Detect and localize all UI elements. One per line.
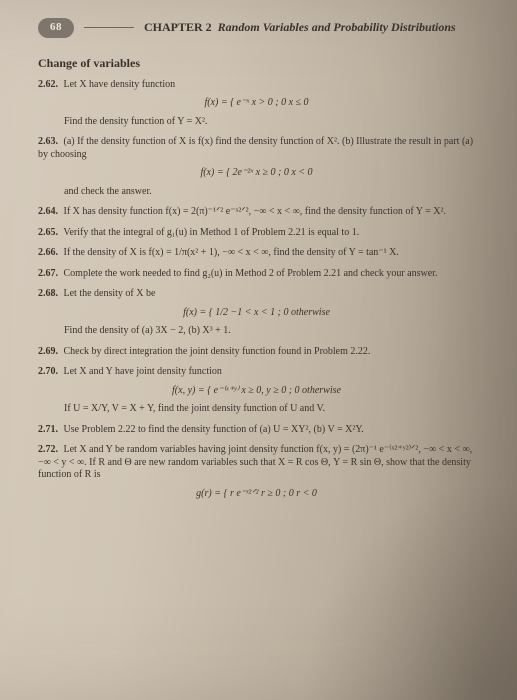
problem-tail: If U = X/Y, V = X + Y, find the joint de… [64, 403, 475, 416]
problem-number: 2.66. [38, 247, 58, 258]
equation: f(x, y) = { e⁻⁽ˣ⁺ʸ⁾ x ≥ 0, y ≥ 0 ; 0 oth… [38, 385, 475, 398]
problem-text: Use Problem 2.22 to find the density fun… [64, 424, 364, 435]
problem-text: If X has density function f(x) = 2(π)⁻¹ᐟ… [64, 206, 447, 217]
problem-number: 2.69. [38, 346, 58, 357]
equation: f(x) = { e⁻ˣ x > 0 ; 0 x ≤ 0 [38, 97, 475, 110]
chapter-title: CHAPTER 2 Random Variables and Probabili… [144, 20, 456, 35]
problem-text: Let X have density function [64, 79, 176, 90]
problem-number: 2.62. [38, 79, 58, 90]
equation: g(r) = { r e⁻ʳ²ᐟ² r ≥ 0 ; 0 r < 0 [38, 488, 475, 501]
problem-number: 2.71. [38, 424, 58, 435]
problem-2-71: 2.71. Use Problem 2.22 to find the densi… [38, 424, 475, 437]
problem-number: 2.70. [38, 366, 58, 377]
page-header: 68 CHAPTER 2 Random Variables and Probab… [38, 18, 475, 38]
problem-number: 2.65. [38, 227, 58, 238]
problem-number: 2.64. [38, 206, 58, 217]
problem-2-64: 2.64. If X has density function f(x) = 2… [38, 206, 475, 219]
problem-text: Verify that the integral of g₁(u) in Met… [63, 227, 359, 238]
problem-text: Let the density of X be [64, 288, 156, 299]
problem-text: (a) If the density function of X is f(x)… [38, 136, 473, 160]
section-heading: Change of variables [38, 56, 475, 71]
problem-text: Let X and Y have joint density function [64, 366, 222, 377]
problem-tail: and check the answer. [64, 186, 475, 199]
problem-number: 2.68. [38, 288, 58, 299]
problem-2-70: 2.70. Let X and Y have joint density fun… [38, 366, 475, 416]
page-number-badge: 68 [38, 18, 74, 38]
problem-text: Let X and Y be random variables having j… [38, 444, 472, 480]
header-rule [84, 27, 134, 28]
problem-2-62: 2.62. Let X have density function f(x) =… [38, 79, 475, 129]
problem-tail: Find the density function of Y = X². [64, 116, 475, 129]
problem-2-67: 2.67. Complete the work needed to find g… [38, 268, 475, 281]
problem-2-69: 2.69. Check by direct integration the jo… [38, 346, 475, 359]
problem-2-72: 2.72. Let X and Y be random variables ha… [38, 444, 475, 500]
chapter-name: Random Variables and Probability Distrib… [218, 20, 456, 34]
equation: f(x) = { 2e⁻²ˣ x ≥ 0 ; 0 x < 0 [38, 167, 475, 180]
problem-text: Check by direct integration the joint de… [64, 346, 371, 357]
problem-text: If the density of X is f(x) = 1/π(x² + 1… [64, 247, 399, 258]
problem-2-66: 2.66. If the density of X is f(x) = 1/π(… [38, 247, 475, 260]
textbook-page: 68 CHAPTER 2 Random Variables and Probab… [0, 0, 517, 700]
problem-2-68: 2.68. Let the density of X be f(x) = { 1… [38, 288, 475, 338]
problem-number: 2.72. [38, 444, 58, 455]
problem-text: Complete the work needed to find g₂(u) i… [64, 268, 438, 279]
problem-2-63: 2.63. (a) If the density function of X i… [38, 136, 475, 198]
chapter-label: CHAPTER 2 [144, 20, 212, 34]
equation: f(x) = { 1/2 −1 < x < 1 ; 0 otherwise [38, 307, 475, 320]
problem-tail: Find the density of (a) 3X − 2, (b) X³ +… [64, 325, 475, 338]
problem-number: 2.67. [38, 268, 58, 279]
problem-2-65: 2.65. Verify that the integral of g₁(u) … [38, 227, 475, 240]
problem-number: 2.63. [38, 136, 58, 147]
